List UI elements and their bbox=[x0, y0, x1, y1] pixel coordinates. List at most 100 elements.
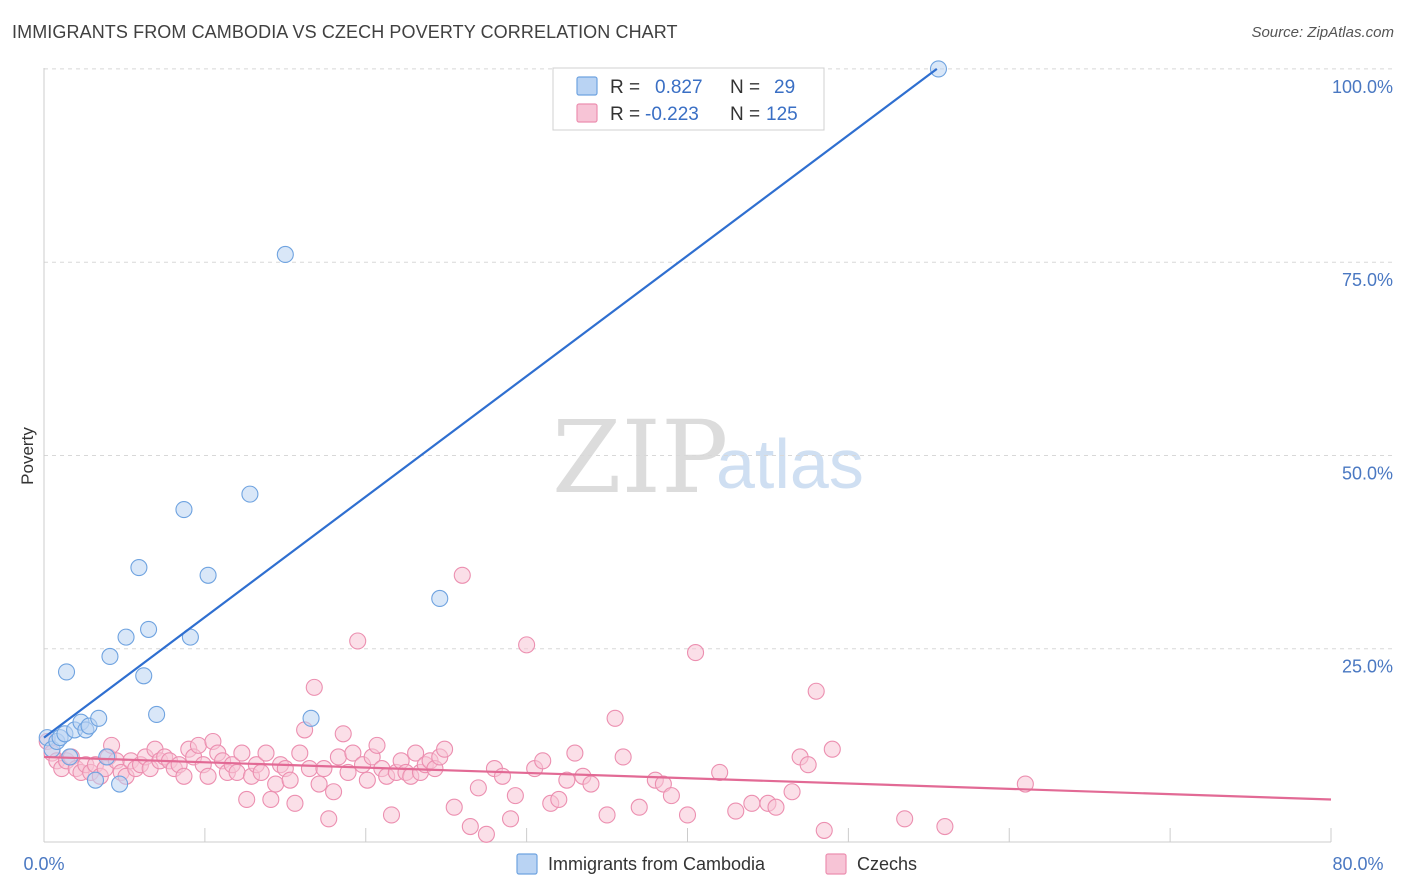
czechs-point-91 bbox=[501, 810, 520, 828]
czechs-point-93 bbox=[518, 636, 536, 654]
czechs-point-41 bbox=[233, 744, 251, 762]
czechs-point-108 bbox=[662, 787, 680, 805]
czechs-point-112 bbox=[727, 802, 745, 820]
czechs-point-105 bbox=[630, 798, 648, 816]
cambodia-point-18 bbox=[135, 667, 153, 685]
czechs-point-63 bbox=[339, 763, 357, 781]
cambodia-point-10 bbox=[90, 709, 108, 727]
legend-swatch-cambodia bbox=[576, 76, 598, 96]
czechs-point-90 bbox=[493, 767, 512, 785]
czechs-point-104 bbox=[614, 748, 632, 766]
cambodia-point-11 bbox=[86, 771, 105, 789]
czechs-point-67 bbox=[358, 771, 376, 789]
czechs-point-48 bbox=[267, 775, 285, 793]
czechs-point-32 bbox=[189, 736, 207, 754]
cambodia-point-19 bbox=[140, 620, 158, 638]
czechs-point-83 bbox=[436, 740, 454, 758]
czechs-point-55 bbox=[300, 760, 318, 778]
czechs-point-42 bbox=[238, 790, 256, 809]
cambodia-point-17 bbox=[130, 559, 148, 577]
czechs-point-47 bbox=[262, 790, 280, 809]
bottom-legend-label-cambodia: Immigrants from Cambodia bbox=[548, 854, 766, 874]
y-axis-tick-labels: 25.0% 50.0% 75.0% 100.0% bbox=[1332, 77, 1393, 677]
czechs-point-115 bbox=[767, 798, 785, 816]
czechs-point-60 bbox=[325, 783, 343, 801]
y-tick-label-25: 25.0% bbox=[1342, 657, 1393, 677]
czechs-point-65 bbox=[349, 632, 367, 650]
cambodia-point-16 bbox=[117, 628, 135, 646]
cambodia-point-15 bbox=[101, 647, 119, 666]
czechs-point-62 bbox=[334, 725, 352, 743]
legend-r-label-cambodia: R = bbox=[610, 77, 640, 98]
czechs-point-116 bbox=[783, 783, 801, 801]
czechs-point-56 bbox=[305, 678, 323, 696]
czechs-point-110 bbox=[686, 644, 705, 662]
czechs-point-118 bbox=[799, 756, 817, 774]
bottom-legend-swatch-cambodia bbox=[516, 853, 538, 875]
czechs-point-101 bbox=[582, 775, 600, 793]
czechs-point-45 bbox=[252, 763, 270, 781]
czechs-points bbox=[38, 566, 1034, 843]
czechs-point-122 bbox=[896, 810, 914, 828]
x-axis-tick-labels: 0.0% 80.0% bbox=[23, 854, 1383, 874]
x-tick-label-max: 80.0% bbox=[1332, 854, 1383, 874]
watermark-atlas: atlas bbox=[716, 425, 864, 503]
cambodia-points bbox=[38, 60, 948, 793]
czechs-point-58 bbox=[315, 760, 333, 778]
czechs-point-51 bbox=[281, 771, 299, 789]
czechs-point-69 bbox=[368, 736, 386, 754]
czechs-point-86 bbox=[461, 817, 479, 836]
czechs-point-57 bbox=[310, 775, 328, 793]
legend-n-value-czechs: 125 bbox=[766, 104, 798, 125]
series-legend: Immigrants from Cambodia Czechs bbox=[516, 853, 917, 875]
legend-swatch-czechs bbox=[576, 103, 598, 123]
czechs-point-124 bbox=[1016, 775, 1034, 793]
cambodia-point-25 bbox=[276, 245, 294, 264]
cambodia-point-24 bbox=[241, 485, 259, 503]
czechs-point-40 bbox=[228, 763, 246, 781]
legend-n-value-cambodia: 29 bbox=[774, 77, 795, 98]
czechs-point-95 bbox=[534, 752, 552, 770]
czechs-point-29 bbox=[175, 767, 193, 785]
y-axis-label: Poverty bbox=[18, 427, 37, 485]
czechs-point-97 bbox=[550, 790, 568, 809]
czechs-point-52 bbox=[286, 794, 304, 812]
source-credit: Source: ZipAtlas.com bbox=[1251, 24, 1394, 41]
x-axis-ticks bbox=[43, 828, 1332, 842]
y-tick-label-50: 50.0% bbox=[1342, 463, 1393, 483]
czechs-point-102 bbox=[598, 806, 616, 824]
czechs-point-99 bbox=[566, 744, 584, 762]
czechs-point-119 bbox=[807, 682, 825, 700]
czechs-point-103 bbox=[606, 709, 624, 727]
czechs-point-107 bbox=[654, 775, 672, 793]
czechs-point-59 bbox=[320, 810, 338, 828]
watermark-zip: ZIP bbox=[552, 399, 728, 516]
czechs-point-123 bbox=[936, 817, 954, 836]
czechs-point-88 bbox=[477, 825, 495, 843]
cambodia-point-27 bbox=[431, 589, 449, 608]
legend-n-label-cambodia: N = bbox=[730, 77, 760, 98]
cambodia-trend-line bbox=[43, 68, 938, 739]
czechs-point-98 bbox=[558, 771, 576, 789]
correlation-legend: R = 0.827 N = 29 R = -0.223 N = 125 bbox=[552, 67, 825, 131]
czechs-point-121 bbox=[823, 740, 841, 758]
legend-r-value-cambodia: 0.827 bbox=[655, 77, 703, 98]
chart-title: IMMIGRANTS FROM CAMBODIA VS CZECH POVERT… bbox=[12, 22, 678, 42]
czechs-point-113 bbox=[743, 794, 761, 812]
cambodia-point-28 bbox=[929, 60, 948, 78]
czechs-point-87 bbox=[469, 779, 487, 797]
czechs-point-61 bbox=[329, 748, 347, 766]
cambodia-point-12 bbox=[98, 748, 116, 766]
bottom-legend-swatch-czechs bbox=[825, 853, 847, 875]
czechs-trend-line bbox=[43, 755, 1332, 801]
czechs-point-34 bbox=[199, 767, 217, 785]
cambodia-point-20 bbox=[148, 705, 166, 723]
czechs-point-92 bbox=[506, 787, 524, 805]
czechs-point-84 bbox=[445, 798, 463, 816]
y-tick-label-100: 100.0% bbox=[1332, 77, 1393, 97]
czechs-point-109 bbox=[678, 806, 697, 824]
czechs-point-46 bbox=[257, 744, 275, 762]
y-tick-label-75: 75.0% bbox=[1342, 270, 1393, 290]
czechs-point-53 bbox=[291, 744, 309, 762]
